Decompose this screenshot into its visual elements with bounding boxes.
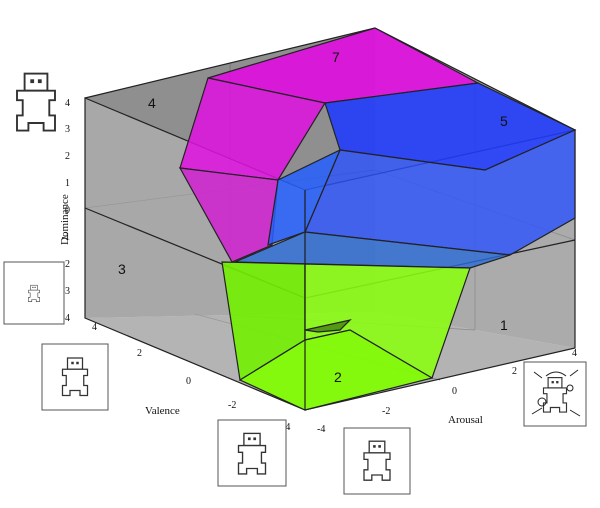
valence-tick: 0	[186, 376, 191, 387]
sam-manikin-icon	[217, 419, 287, 487]
dominance-tick: -1	[62, 232, 70, 243]
arousal-tick: -4	[317, 424, 325, 435]
region-label-3: 3	[118, 261, 126, 277]
sam-manikin-icon	[3, 261, 65, 325]
sam-manikin-icon	[523, 361, 587, 427]
dominance-tick: -3	[62, 286, 70, 297]
arousal-tick: 2	[512, 366, 517, 377]
dominance-axis-title: Dominance	[59, 194, 71, 245]
arousal-tick: -2	[382, 406, 390, 417]
region-label-4: 4	[148, 95, 156, 111]
valence-axis: 4 2 0 -2 -4 Valence	[92, 322, 290, 433]
sam-manikin-icon	[343, 427, 411, 495]
dominance-tick: -4	[62, 313, 70, 324]
region-2-solid	[221, 261, 471, 411]
valence-tick: -2	[228, 400, 236, 411]
region-label-2: 2	[334, 369, 342, 385]
sam-manikin-icon	[41, 343, 109, 411]
region-7-solid	[178, 27, 480, 263]
arousal-axis: -4 -2 0 2 4 Arousal	[317, 348, 577, 435]
region-label-1: 1	[500, 317, 508, 333]
dominance-tick: 2	[65, 151, 70, 162]
dominance-tick: 4	[65, 98, 70, 109]
sam-manikin-icon	[16, 72, 56, 132]
arousal-axis-title: Arousal	[448, 414, 483, 426]
arousal-tick: 0	[452, 386, 457, 397]
dominance-tick: 0	[65, 205, 70, 216]
dominance-tick: 1	[65, 178, 70, 189]
region-label-5: 5	[500, 113, 508, 129]
dominance-tick: -2	[62, 259, 70, 270]
valence-tick: 4	[92, 322, 97, 333]
valence-axis-title: Valence	[145, 405, 180, 417]
region-5-solid	[234, 82, 577, 269]
dominance-axis: 4 3 2 1 0 -1 -2 -3 -4 Dominance	[59, 98, 71, 324]
region-label-7: 7	[332, 49, 340, 65]
arousal-tick: 4	[572, 348, 577, 359]
dominance-tick: 3	[65, 124, 70, 135]
valence-tick: 2	[137, 348, 142, 359]
